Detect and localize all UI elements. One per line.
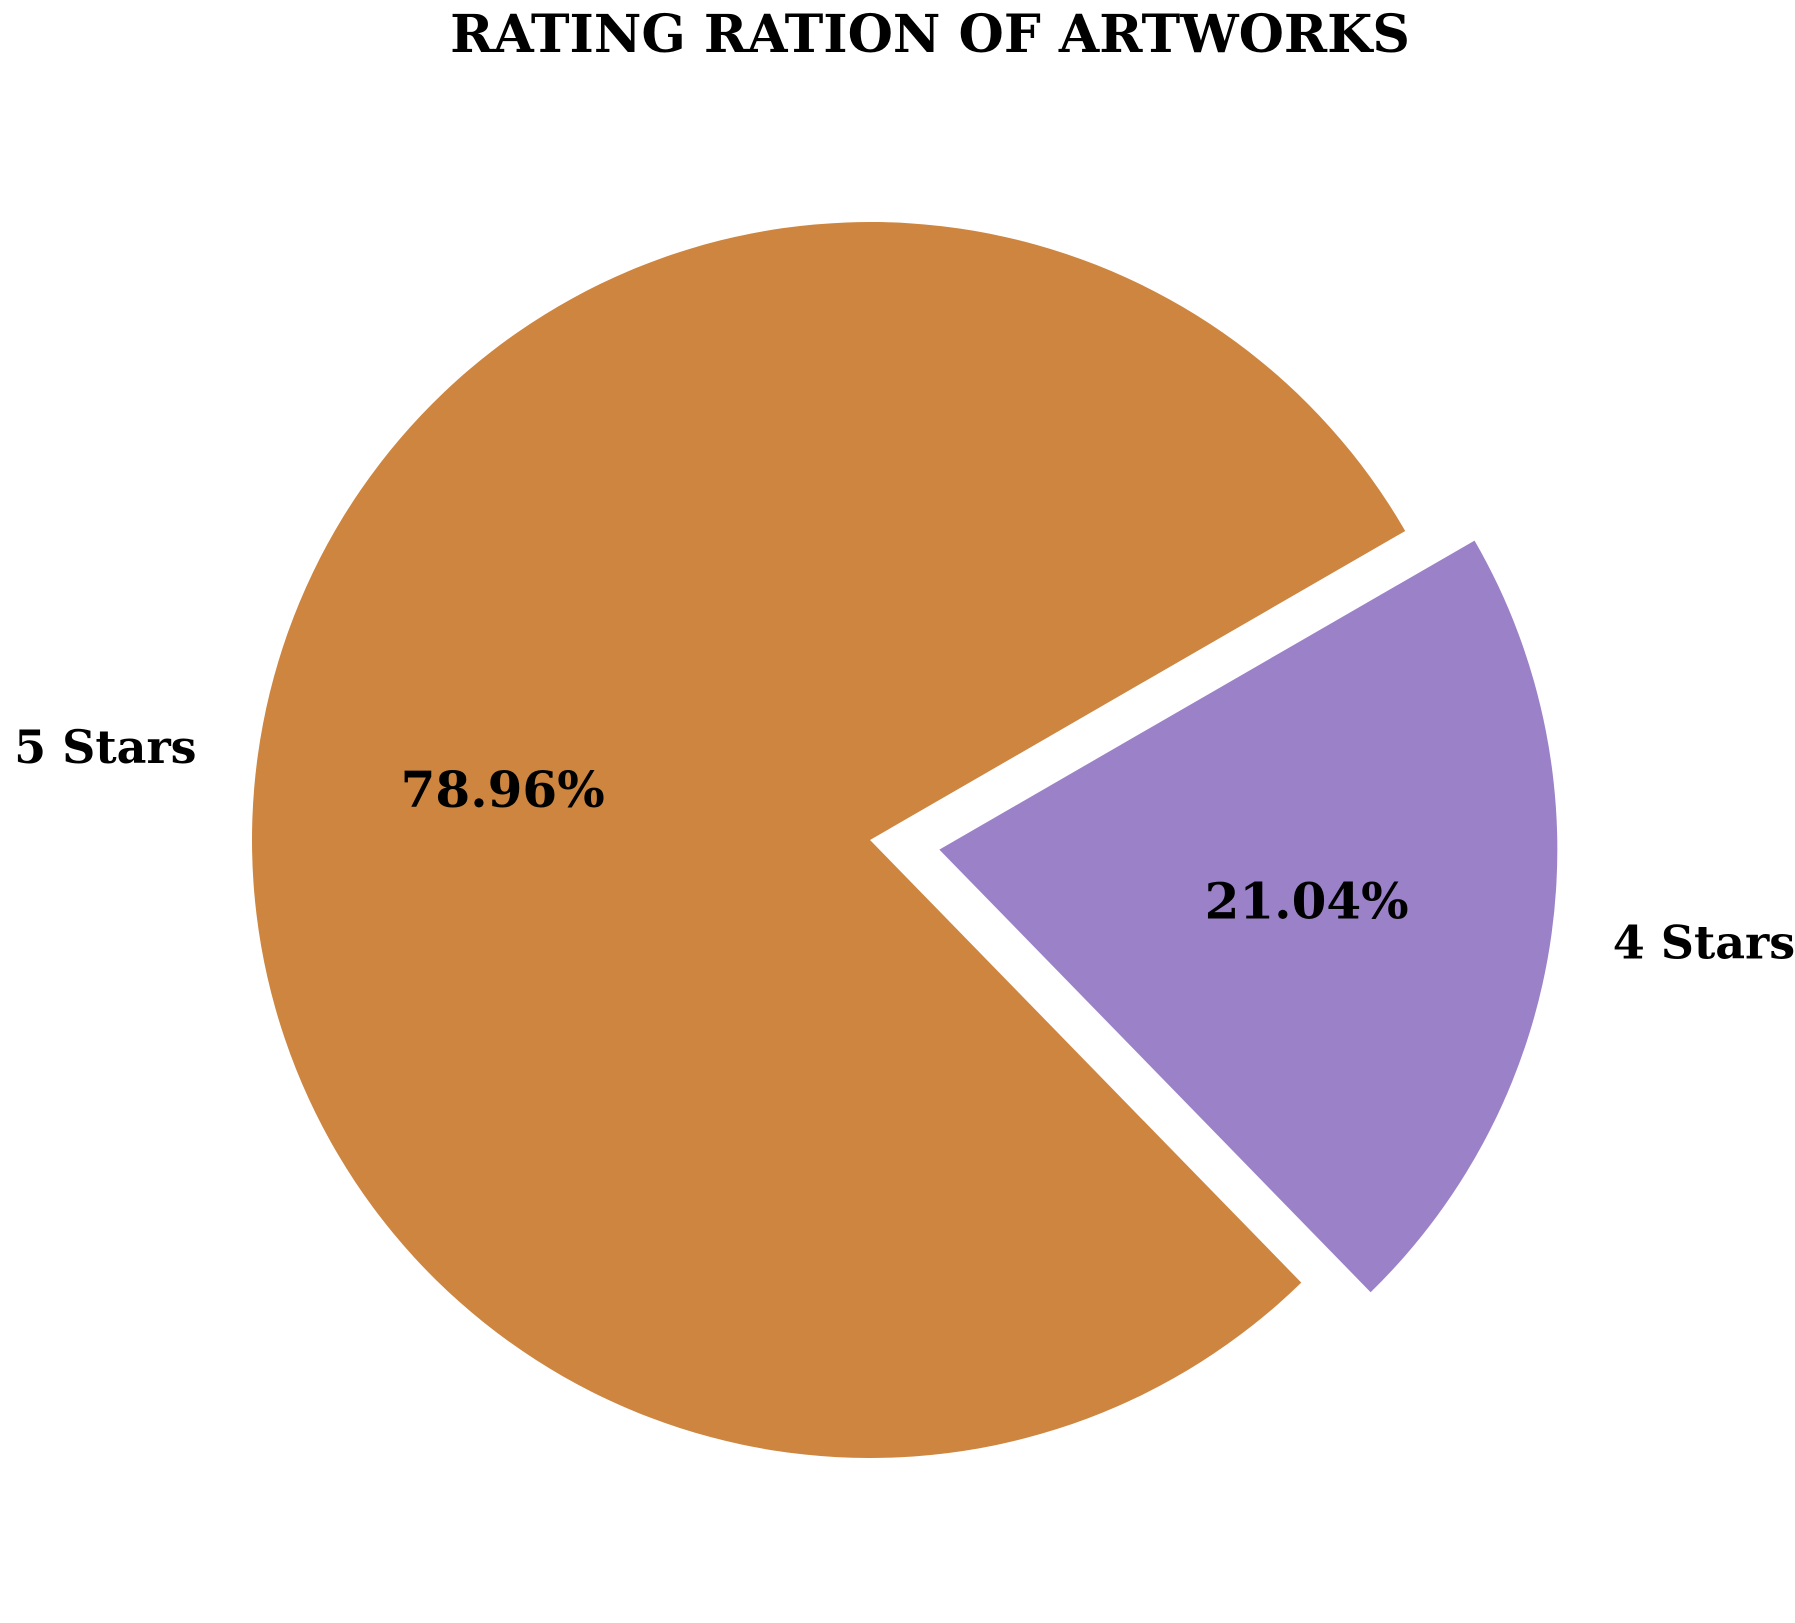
pie-labels: 78.96% 5 Stars 21.04% 4 Stars (14, 720, 1795, 970)
pie-category-label: 5 Stars (14, 720, 196, 774)
pie-slices (252, 222, 1558, 1459)
pie-slice-4-stars (939, 540, 1558, 1293)
pie-value-label: 78.96% (401, 760, 605, 819)
pie-category-label: 4 Stars (1613, 916, 1795, 970)
chart-title: RATING RATION OF ARTWORKS (450, 4, 1410, 65)
pie-value-label: 21.04% (1205, 871, 1409, 930)
pie-slice-5-stars (252, 222, 1406, 1459)
